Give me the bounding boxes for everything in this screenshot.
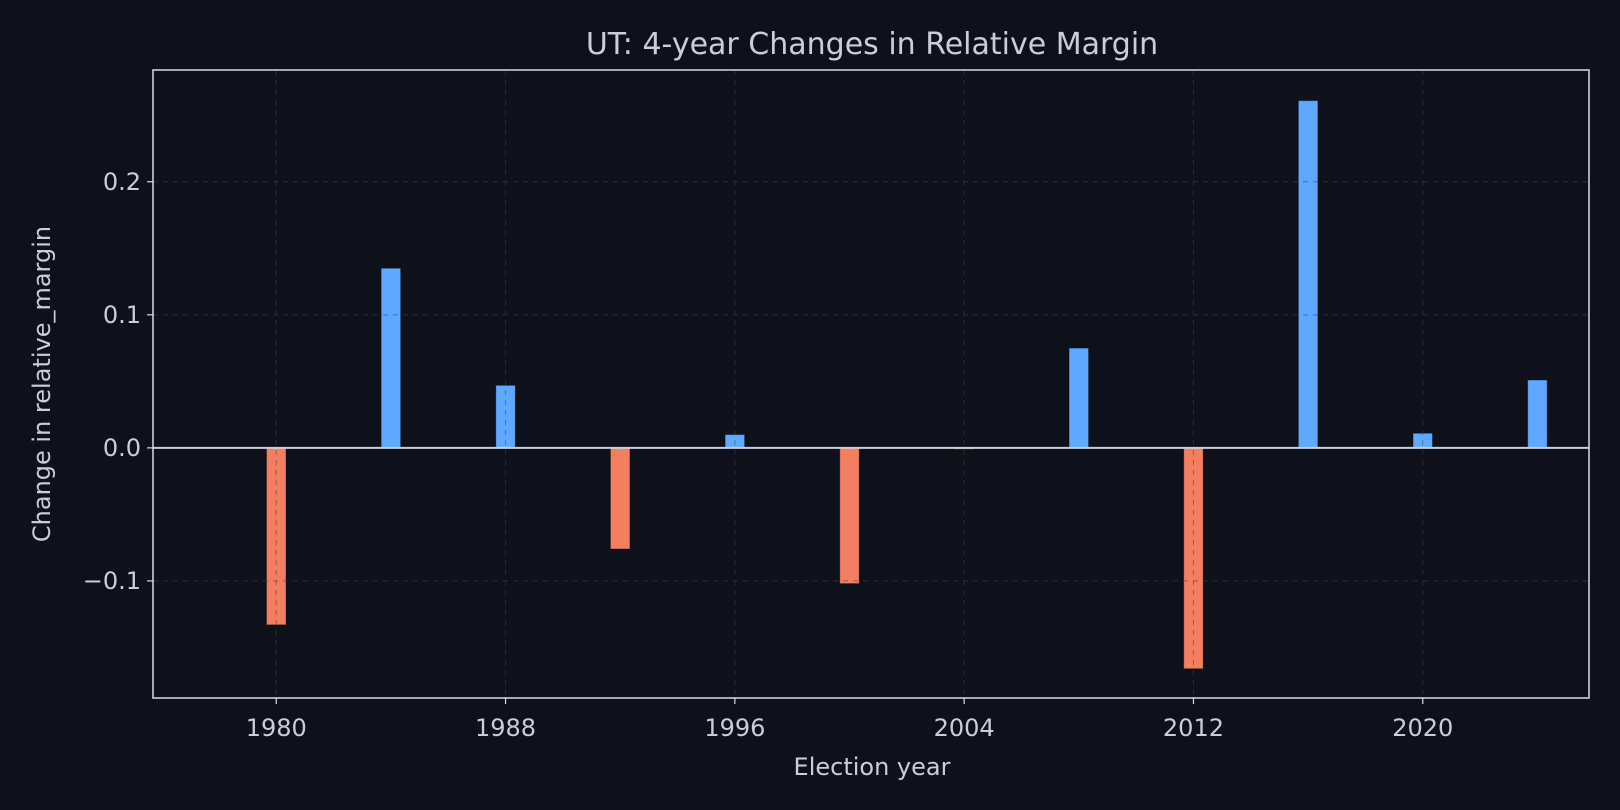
bar-1992 [609, 447, 631, 550]
y-tick-label: 0.2 [103, 168, 141, 196]
y-tick-label: 0.1 [103, 301, 141, 329]
bar-2024 [1527, 379, 1548, 449]
bars [153, 70, 1589, 698]
x-tick-label: 1996 [704, 714, 765, 742]
y-tick-label: −0.1 [83, 567, 141, 595]
x-tick-label: 2020 [1392, 714, 1453, 742]
y-tick-label: 0.0 [103, 434, 141, 462]
x-tick-label: 1980 [246, 714, 307, 742]
bar-2008 [1068, 347, 1090, 449]
bar-2016 [1297, 100, 1319, 449]
plot-frame [152, 69, 1590, 699]
x-tick-label: 2012 [1163, 714, 1224, 742]
bar-2000 [839, 447, 860, 585]
bar-1984 [380, 267, 402, 449]
x-tick-label: 1988 [475, 714, 536, 742]
chart-title: UT: 4-year Changes in Relative Margin [586, 27, 1158, 62]
x-tick-label: 2004 [934, 714, 995, 742]
y-axis-label: Change in relative_margin [28, 226, 56, 542]
x-axis-label: Election year [794, 753, 951, 781]
plot-area [153, 70, 1589, 698]
ticks: 1980 1988 1996 2004 2012 2020 −0.1 0.0 0.1 0.2 [83, 168, 1454, 742]
grid [153, 70, 1589, 698]
